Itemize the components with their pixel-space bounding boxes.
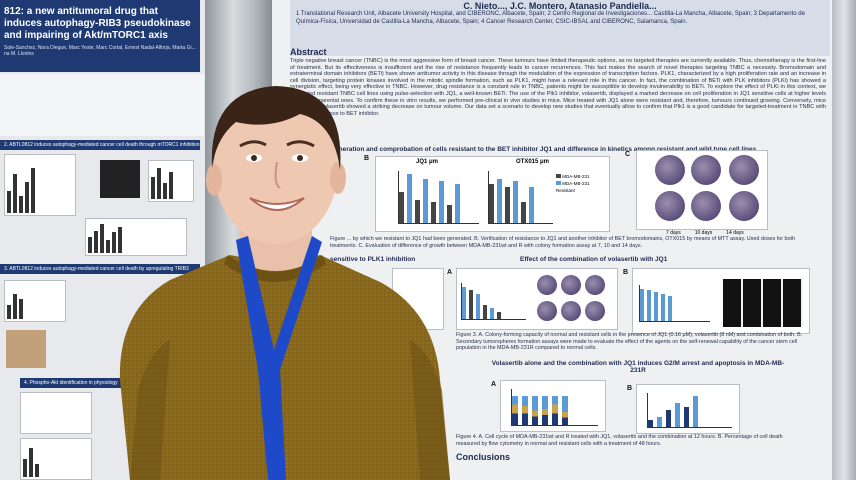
left-poster-header: 812: a new antitumoral drug that induces… xyxy=(0,0,200,72)
left-figure-c xyxy=(85,218,187,256)
hair xyxy=(211,86,341,170)
figure-3a-bars xyxy=(461,283,526,320)
left-figure-d xyxy=(4,280,66,322)
right-poster-affiliations: 1 Translational Research Unit, Albacete … xyxy=(296,11,805,25)
right-poster-header: C. Nieto..., J.C. Montero, Atanasio Pand… xyxy=(290,0,830,56)
figure-4b: B xyxy=(627,384,740,434)
person xyxy=(119,86,450,480)
left-figure-a xyxy=(4,154,76,216)
figure-3-caption: Figure 3. A. Colony-forming capacity of … xyxy=(456,332,803,351)
figure-4-caption: Figure 4. A. Cell cycle of MDA-MB-231wt … xyxy=(456,434,783,447)
plate xyxy=(585,301,605,321)
left-figure-blot xyxy=(6,330,46,368)
left-poster: 812: a new antitumoral drug that induces… xyxy=(0,0,208,480)
plate xyxy=(729,191,759,221)
section-3-heading: Effect of the combination of volasertib … xyxy=(520,256,668,263)
right-poster-authors: C. Nieto..., J.C. Montero, Atanasio Pand… xyxy=(463,1,657,11)
figure-3b-bars xyxy=(639,285,710,322)
figure-3b-microscopy xyxy=(723,279,803,327)
left-figure-microscopy xyxy=(100,160,140,198)
section-4-heading: Volasertib alone and the combination wit… xyxy=(491,360,785,374)
plate xyxy=(691,191,721,221)
figure-3b: B xyxy=(623,268,810,334)
left-poster-authors: Sole-Sanchez, Nora Diegue, Marc Yeste, M… xyxy=(4,45,196,57)
plate xyxy=(585,275,605,295)
section-2-heading: sensitive to PLK1 inhibition xyxy=(330,256,416,263)
plate xyxy=(691,155,721,185)
left-poster-section-2: 2. ABTL0812 induces autophagy-mediated c… xyxy=(0,140,200,150)
figure-1c-plates: C xyxy=(625,150,768,230)
left-figure-b xyxy=(148,160,194,202)
figure-1b-legend: MDA-MB-231 MDA-MB-231 Resistant xyxy=(556,174,590,193)
figure-4a-bars xyxy=(511,389,598,426)
figure-4a: A xyxy=(491,380,606,432)
jq1-bars xyxy=(398,171,479,224)
plate xyxy=(655,155,685,185)
left-figure-e xyxy=(20,392,92,434)
figure-3a: A xyxy=(447,268,618,330)
otx015-bars xyxy=(488,171,553,224)
left-figure-f xyxy=(20,438,92,480)
jq1-title: JQ1 μm xyxy=(416,159,439,165)
plate xyxy=(561,301,581,321)
otx015-title: OTX015 μm xyxy=(516,159,550,165)
poster-stand-frame xyxy=(832,0,856,480)
plate xyxy=(537,301,557,321)
left-poster-intro xyxy=(0,74,204,136)
plate xyxy=(729,155,759,185)
left-poster-section-3: 3. ABTL0812 induces autophagy-mediated c… xyxy=(0,264,200,274)
abstract-heading: Abstract xyxy=(290,47,327,57)
abstract-body: Triple negative breast cancer (TNBC) is … xyxy=(290,58,826,117)
plate xyxy=(537,275,557,295)
figure-1b: B JQ1 μm OTX015 μm MDA-MB-231 MDA-MB-231… xyxy=(364,155,610,232)
blue-lanyard xyxy=(236,236,322,480)
days-labels: 7 days 10 days 14 days xyxy=(666,230,744,236)
figure-1-caption: Figure ... by which we resistant to JQ1 … xyxy=(330,236,796,249)
smile xyxy=(249,197,305,211)
section-1-heading: Generation and comprobation of cells res… xyxy=(330,146,757,153)
figure-4b-bars xyxy=(647,393,732,428)
conclusions-heading: Conclusions xyxy=(456,452,511,462)
left-poster-section-4: 4. Phospho-Akt identification in physiol… xyxy=(20,378,200,388)
plate xyxy=(561,275,581,295)
plate xyxy=(655,191,685,221)
left-poster-title: 812: a new antitumoral drug that induces… xyxy=(4,6,191,41)
